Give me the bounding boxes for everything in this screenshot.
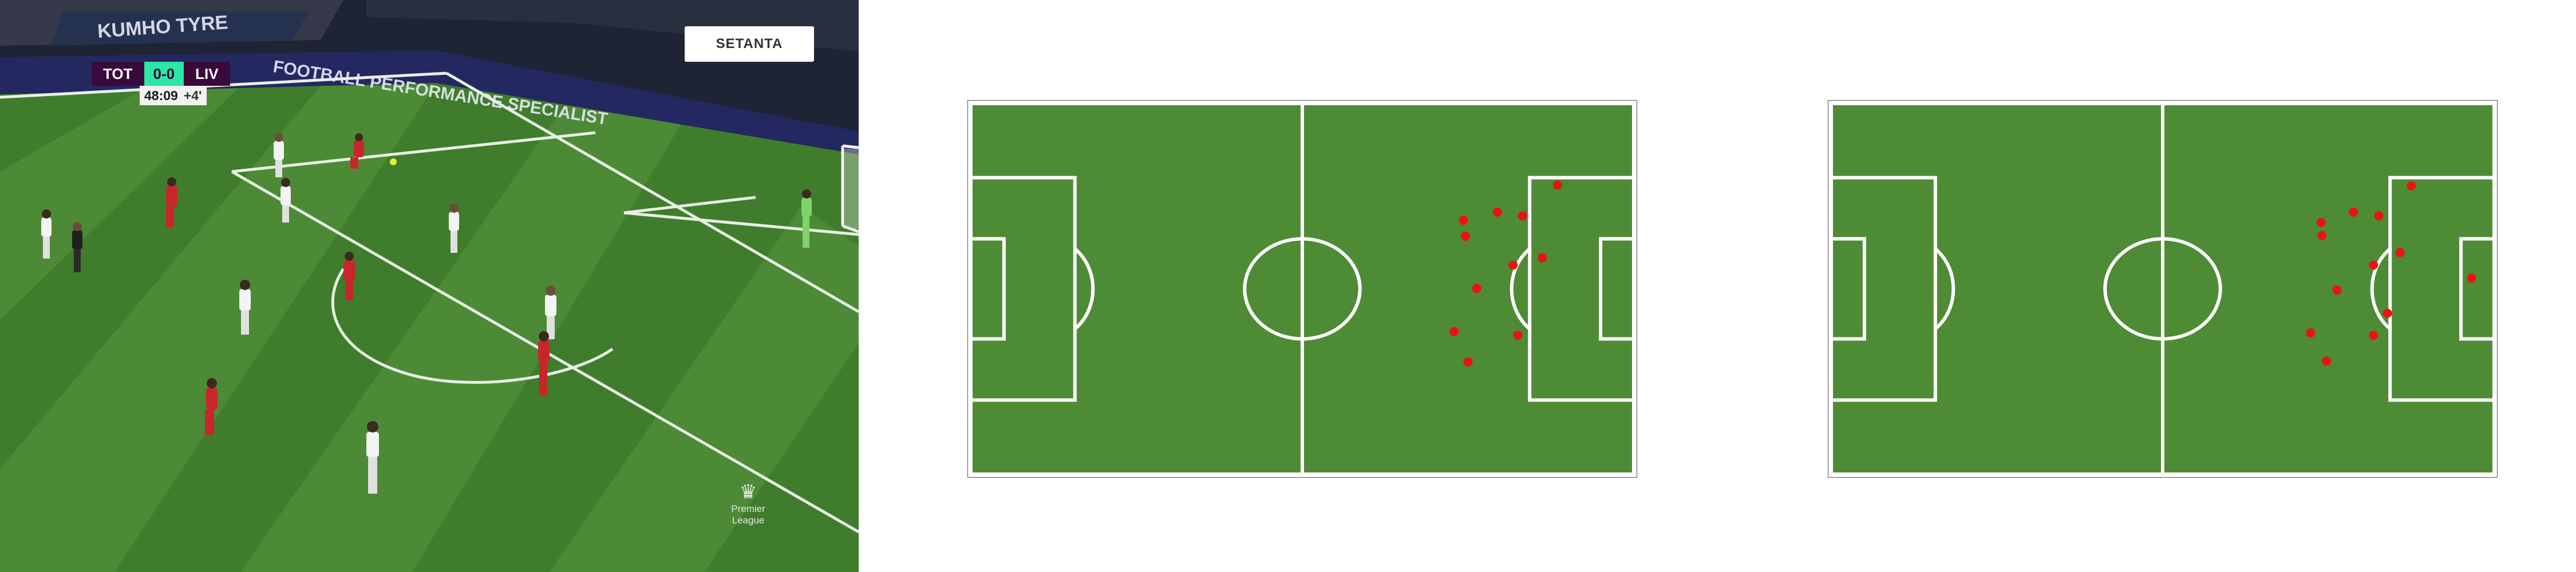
centre-circle [2103, 237, 2222, 341]
broadcaster-logo: SETANTA [685, 26, 814, 62]
home-team-label: TOT [92, 62, 144, 86]
player-dot [2316, 218, 2326, 228]
pitch-diagram-1 [967, 100, 1637, 478]
player-dot [1472, 284, 1481, 293]
right-six-yard-box [2459, 237, 2496, 341]
player-dot [1460, 231, 1470, 241]
match-clock: 48:09 +4' [140, 86, 207, 105]
away-player [205, 378, 218, 435]
player-dot [2467, 273, 2476, 283]
home-player [366, 421, 379, 494]
left-six-yard-box [969, 237, 1006, 341]
player-dot [2395, 248, 2405, 257]
player-dot [2383, 308, 2392, 318]
players [41, 133, 812, 494]
player-dot [2332, 285, 2342, 295]
player-dot [1552, 180, 1562, 190]
referee [72, 222, 82, 272]
live-badge: LIVE [744, 48, 775, 61]
goal-frame [841, 144, 859, 233]
added-time: +4' [183, 88, 202, 103]
player-dot [1518, 211, 1527, 221]
left-six-yard-box [1830, 237, 1866, 341]
player-dot [1492, 207, 1502, 217]
pitch-diagram-2 [1828, 100, 2498, 478]
right-six-yard-box [1599, 237, 1635, 341]
player-dot [2317, 231, 2326, 240]
player-dot [2322, 356, 2332, 366]
player-dot [2369, 331, 2379, 340]
player-dot [1513, 331, 1523, 340]
broadcast-frame: KUMHO TYRE FOOTBALL PERFORMANCE SPECIALI… [0, 0, 859, 572]
player-dot [1449, 327, 1459, 336]
league-logo: ♛ Premier League [722, 480, 774, 526]
league-logo-line2: League [732, 515, 765, 526]
home-player [545, 285, 556, 339]
broadcast-scene [0, 0, 859, 572]
away-player [166, 177, 177, 227]
home-player [280, 178, 291, 223]
player-dot [2374, 211, 2384, 221]
player-dot [1508, 260, 1518, 270]
right-penalty-arc [2370, 247, 2392, 331]
centre-circle [1243, 237, 1362, 341]
home-player [239, 280, 251, 335]
home-player [274, 133, 284, 177]
player-dot [1463, 357, 1473, 367]
player-dot [1538, 253, 1547, 263]
away-team-label: LIV [184, 62, 230, 86]
away-player [350, 133, 364, 169]
goalkeeper [801, 189, 812, 248]
left-penalty-arc [1934, 247, 1955, 331]
league-logo-line1: Premier [731, 503, 765, 514]
home-player [449, 204, 459, 253]
away-player [343, 252, 355, 300]
clock-time: 48:09 [144, 88, 178, 103]
player-dot [1459, 216, 1468, 225]
away-player [538, 331, 550, 395]
score-label: 0-0 [144, 62, 184, 86]
right-penalty-arc [1510, 247, 1531, 331]
ball [390, 158, 397, 165]
player-dot [2349, 207, 2358, 217]
player-dot [2369, 260, 2379, 270]
player-dot [2407, 181, 2416, 190]
player-dot [2306, 328, 2316, 338]
home-player [41, 209, 52, 259]
lion-icon: ♛ [739, 481, 757, 503]
scoreboard: TOT 0-0 LIV [92, 62, 230, 86]
left-penalty-arc [1073, 247, 1095, 331]
